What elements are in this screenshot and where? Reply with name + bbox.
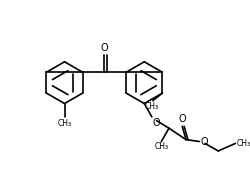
Text: CH₃: CH₃ [236, 139, 250, 148]
Text: CH₃: CH₃ [154, 142, 168, 151]
Text: CH₃: CH₃ [58, 119, 71, 128]
Text: O: O [100, 43, 108, 53]
Text: CH₃: CH₃ [145, 102, 159, 111]
Text: O: O [200, 136, 208, 146]
Text: O: O [153, 118, 160, 128]
Text: O: O [178, 114, 186, 124]
